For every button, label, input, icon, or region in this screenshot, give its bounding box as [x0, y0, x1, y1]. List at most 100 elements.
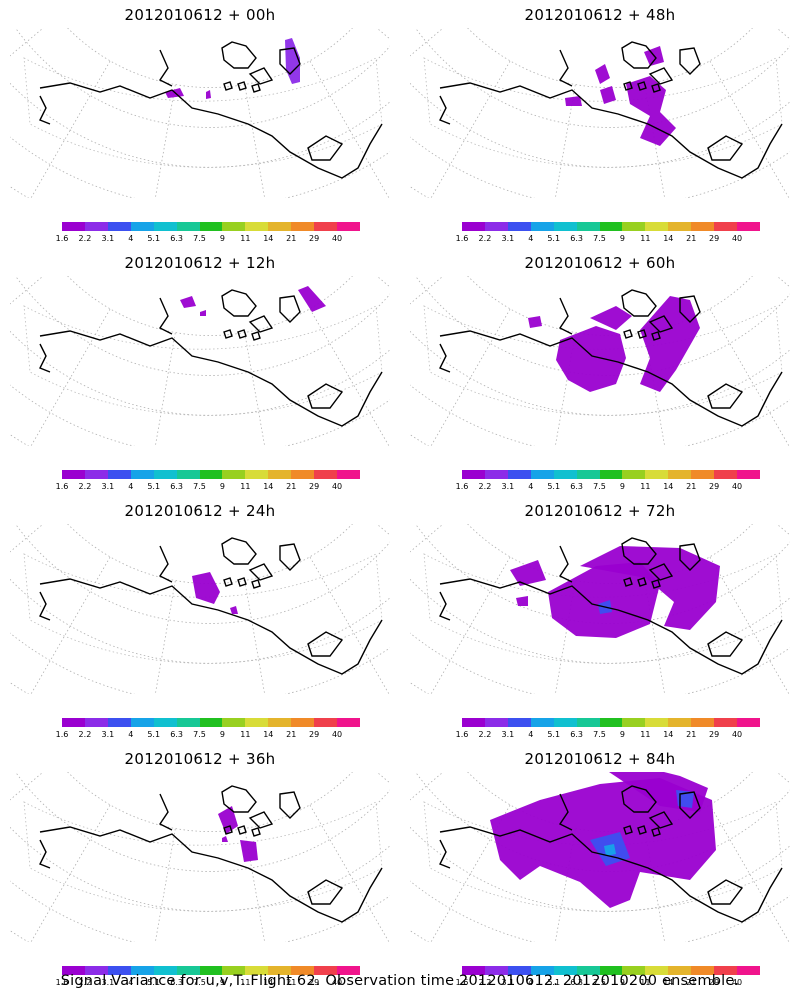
map-panel: 2012010612 + 84h 1.6 2.2 3.1 4 5.1 6.3 7.5 9 11 14…	[400, 744, 800, 992]
graticule-line	[10, 82, 390, 168]
colorbar-tick-label: 3.1	[501, 730, 515, 739]
colorbar-swatch	[268, 718, 292, 727]
coastline	[251, 579, 261, 589]
colorbar-tick-label: 1.6	[55, 978, 69, 987]
coastline	[623, 577, 633, 587]
graticule-line	[10, 136, 390, 198]
colorbar-tick-label: 21	[286, 978, 297, 987]
graticule-line	[410, 28, 444, 57]
colorbar-swatch	[107, 222, 131, 231]
colorbar-tick-label: 9	[219, 730, 225, 739]
coastline	[439, 95, 451, 125]
colorbar-tick-label: 40	[331, 482, 343, 491]
colorbar-tick-label: 14	[263, 730, 274, 739]
coastline	[39, 330, 383, 427]
colorbar-swatch	[599, 222, 623, 231]
graticule-line	[15, 772, 390, 872]
coastline	[39, 839, 51, 869]
graticule-line	[10, 433, 30, 446]
graticule-line	[244, 84, 266, 198]
colorbar-tick-label: 6.3	[570, 730, 583, 739]
colorbar-tick-label: 7.5	[593, 482, 606, 491]
map-panel: 2012010612 + 12h 1.6 2.2 3.1 4 5.1 6.3 7.5 9 11 14…	[0, 248, 400, 496]
variance-shading	[548, 562, 660, 638]
colorbar-tick-label: 21	[286, 234, 297, 243]
colorbar-tick-label: 4	[128, 234, 134, 243]
graticule-line	[309, 805, 390, 942]
colorbar-tick-label: 21	[686, 234, 697, 243]
graticule-line	[15, 524, 390, 624]
graticule-line	[67, 276, 353, 336]
panel-title: 2012010612 + 24h	[124, 502, 276, 520]
graticule-line	[10, 384, 390, 446]
map-boundary	[23, 57, 383, 168]
colorbar-tick-label: 14	[663, 482, 674, 491]
colorbar-swatch	[268, 966, 292, 975]
colorbar-labels: 1.6 2.2 3.1 4 5.1 6.3 7.5 9 11 14 21 29 40	[54, 730, 362, 740]
colorbar-swatch	[153, 222, 177, 231]
graticule-line	[244, 828, 266, 942]
colorbar-labels: 1.6 2.2 3.1 4 5.1 6.3 7.5 9 11 14 21 29 40	[454, 482, 762, 492]
graticule-line	[30, 805, 111, 942]
graticule-line	[709, 557, 790, 694]
colorbar	[462, 222, 760, 231]
panel-title: 2012010612 + 36h	[124, 750, 276, 768]
graticule-line	[776, 524, 790, 536]
colorbar-tick-label: 7.5	[193, 234, 206, 243]
graticule-line	[430, 805, 511, 942]
colorbar-tick-label: 6.3	[570, 978, 583, 987]
coastline	[439, 343, 451, 373]
colorbar-tick-label: 1.6	[455, 482, 469, 491]
colorbar-labels: 1.6 2.2 3.1 4 5.1 6.3 7.5 9 11 14 21 29 40	[54, 978, 362, 988]
coastline	[158, 545, 173, 583]
variance-shading	[510, 560, 546, 586]
colorbar-swatch	[668, 966, 692, 975]
colorbar-tick-label: 40	[731, 978, 743, 987]
colorbar-swatch	[199, 470, 223, 479]
panel-title: 2012010612 + 48h	[524, 6, 676, 24]
colorbar-swatch	[337, 222, 360, 231]
graticule-line	[376, 28, 390, 40]
colorbar-tick-label: 1.6	[55, 730, 69, 739]
coastline	[637, 577, 647, 587]
graticule-line	[309, 557, 390, 694]
coastline	[248, 67, 274, 85]
colorbar-swatch	[291, 718, 315, 727]
coastline	[237, 577, 247, 587]
colorbar-swatch	[530, 222, 554, 231]
colorbar-tick-label: 9	[619, 730, 625, 739]
figure-caption: Signal Variance for u,v,T. Flight 62. Ob…	[60, 973, 740, 989]
coastline	[279, 47, 301, 75]
coastline	[621, 785, 657, 813]
coastline	[623, 329, 633, 339]
colorbar-swatch	[130, 718, 154, 727]
graticule-line	[10, 826, 390, 912]
colorbar-tick-label: 29	[709, 482, 720, 491]
colorbar-tick-label: 7.5	[193, 978, 206, 987]
colorbar-swatch	[337, 718, 360, 727]
colorbar-tick-label: 11	[240, 482, 251, 491]
variance-shading	[528, 316, 542, 328]
colorbar-tick-label: 9	[619, 234, 625, 243]
colorbar-swatch	[314, 470, 338, 479]
colorbar-tick-label: 3.1	[101, 234, 115, 243]
colorbar-swatch	[291, 222, 315, 231]
graticule-line	[10, 929, 30, 942]
colorbar-swatch	[691, 718, 715, 727]
colorbar-tick-label: 6.3	[170, 482, 183, 491]
colorbar-labels: 1.6 2.2 3.1 4 5.1 6.3 7.5 9 11 14 21 29 40	[454, 234, 762, 244]
colorbar-swatch	[622, 966, 646, 975]
variance-shading	[516, 596, 528, 606]
colorbar-tick-label: 7.5	[193, 730, 206, 739]
colorbar-swatch	[714, 470, 738, 479]
variance-shading	[218, 806, 238, 834]
colorbar-tick-label: 4	[128, 482, 134, 491]
colorbar-labels: 1.6 2.2 3.1 4 5.1 6.3 7.5 9 11 14 21 29 40	[454, 978, 762, 988]
colorbar-swatch	[222, 470, 246, 479]
graticule-line	[154, 580, 176, 694]
colorbar-swatch	[462, 470, 485, 479]
coastline	[651, 83, 661, 93]
colorbar-swatch	[714, 718, 738, 727]
graticule-line	[410, 524, 444, 553]
colorbar	[462, 718, 760, 727]
